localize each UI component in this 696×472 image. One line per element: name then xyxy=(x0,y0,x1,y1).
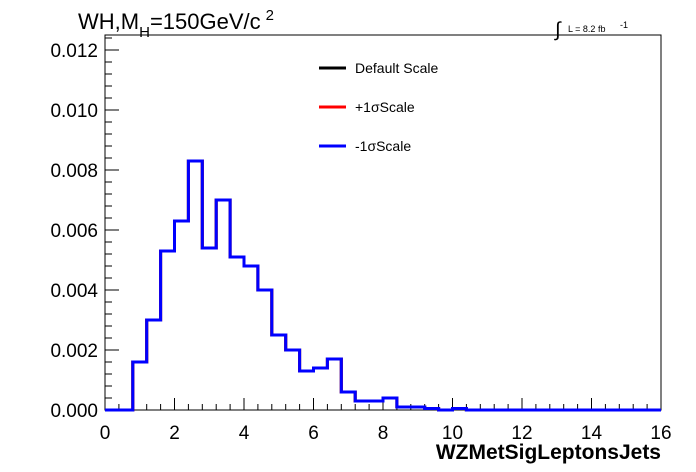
y-tick-label: 0.000 xyxy=(50,401,98,422)
x-tick-label: 4 xyxy=(239,423,250,444)
luminosity-label: ∫ L = 8.2 fb -1 xyxy=(554,19,628,41)
series-line-2 xyxy=(105,159,661,412)
y-tick-label: 0.012 xyxy=(50,41,98,62)
chart-title: WH,MH=150GeV/c 2 xyxy=(78,7,274,41)
title-main: WH,M xyxy=(78,9,139,34)
y-tick-label: 0.010 xyxy=(50,101,98,122)
x-tick-label: 10 xyxy=(442,423,463,444)
lumi-text: L = 8.2 fb xyxy=(568,24,605,34)
x-tick-label: 12 xyxy=(511,423,532,444)
y-tick-label: 0.006 xyxy=(50,221,98,242)
legend-label: +1σScale xyxy=(355,99,415,115)
x-tick-label: 2 xyxy=(169,423,180,444)
x-tick-label: 14 xyxy=(581,423,603,444)
y-tick-label: 0.002 xyxy=(50,341,98,362)
y-tick-label: 0.004 xyxy=(50,281,98,302)
title-rest: =150GeV/c xyxy=(150,9,261,34)
series-group xyxy=(105,159,661,412)
title-subscript: H xyxy=(139,24,150,41)
x-axis: 0 2 4 6 8 10 12 14 16 xyxy=(100,398,672,444)
legend: Default Scale +1σScale -1σScale xyxy=(319,60,438,154)
lumi-superscript: -1 xyxy=(620,20,628,30)
legend-label: -1σScale xyxy=(355,138,411,154)
x-tick-label: 16 xyxy=(650,423,671,444)
x-tick-label: 0 xyxy=(100,423,111,444)
x-tick-label: 6 xyxy=(308,423,319,444)
integral-sign: ∫ xyxy=(554,19,562,41)
y-axis: 0.000 0.002 0.004 0.006 0.008 0.010 0.012 xyxy=(50,37,119,422)
title-superscript: 2 xyxy=(266,7,274,24)
legend-label: Default Scale xyxy=(355,60,438,76)
y-tick-label: 0.008 xyxy=(50,161,98,182)
x-tick-label: 8 xyxy=(378,423,389,444)
x-axis-label: WZMetSigLeptonsJets xyxy=(436,441,661,464)
